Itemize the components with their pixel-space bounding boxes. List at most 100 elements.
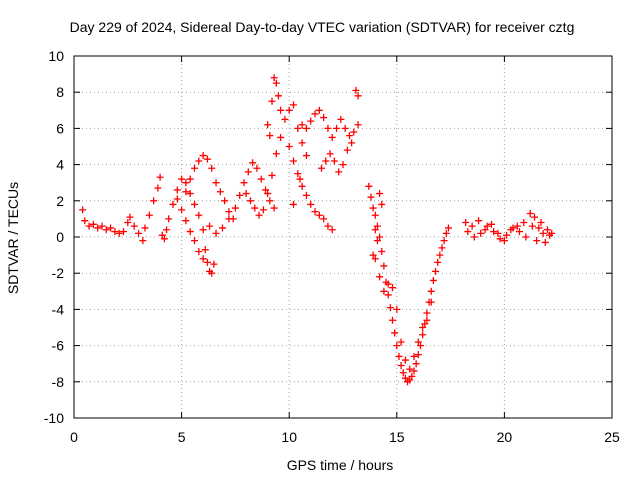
- data-point: [513, 222, 521, 230]
- data-point: [173, 195, 181, 203]
- data-point: [270, 74, 278, 82]
- data-point: [249, 159, 257, 167]
- data-point: [423, 316, 431, 324]
- data-point: [322, 157, 330, 165]
- data-point: [320, 114, 328, 122]
- data-point: [376, 190, 384, 198]
- data-point: [371, 211, 379, 219]
- data-point: [337, 115, 345, 123]
- data-point: [378, 247, 386, 255]
- data-point: [85, 222, 93, 230]
- data-point: [352, 86, 360, 94]
- data-point: [406, 365, 414, 373]
- data-point: [244, 168, 252, 176]
- data-point: [191, 200, 199, 208]
- data-point: [199, 255, 207, 263]
- data-point: [500, 237, 508, 245]
- data-point: [328, 226, 336, 234]
- data-point: [503, 231, 511, 239]
- data-point: [186, 228, 194, 236]
- data-point: [531, 213, 539, 221]
- data-point: [225, 215, 233, 223]
- data-point: [317, 164, 325, 172]
- x-tick-label: 10: [281, 429, 297, 445]
- data-point: [160, 235, 168, 243]
- x-tick-label: 5: [178, 429, 186, 445]
- data-point: [210, 260, 218, 268]
- data-point: [367, 193, 375, 201]
- x-tick-label: 25: [604, 429, 620, 445]
- data-point: [414, 338, 422, 346]
- data-point: [384, 291, 392, 299]
- data-point: [412, 360, 420, 368]
- data-point: [419, 324, 427, 331]
- y-tick-label: -6: [52, 338, 65, 354]
- data-point: [442, 229, 450, 237]
- data-point: [206, 222, 214, 230]
- data-point: [373, 222, 381, 230]
- data-point: [528, 222, 536, 230]
- data-point: [515, 228, 523, 236]
- data-point: [298, 121, 306, 129]
- data-point: [354, 121, 362, 129]
- data-point: [533, 237, 541, 245]
- data-point: [483, 222, 491, 230]
- data-point: [494, 229, 502, 237]
- data-point: [535, 224, 543, 232]
- y-tick-label: -8: [52, 374, 65, 390]
- data-point: [285, 143, 293, 150]
- data-point: [470, 233, 478, 241]
- data-point: [333, 124, 341, 132]
- data-point: [290, 101, 298, 109]
- data-point: [195, 157, 203, 165]
- data-point: [203, 258, 211, 266]
- data-point: [490, 228, 498, 236]
- x-tick-label: 20: [497, 429, 513, 445]
- data-point: [410, 352, 418, 360]
- y-tick-label: 4: [56, 157, 64, 173]
- data-point: [165, 215, 173, 223]
- data-point: [290, 157, 298, 165]
- data-point: [298, 139, 306, 147]
- data-point: [487, 220, 495, 228]
- data-point: [464, 228, 472, 236]
- chart-title: Day 229 of 2024, Sidereal Day-to-day VTE…: [70, 19, 575, 35]
- data-point: [191, 237, 199, 245]
- data-point: [326, 150, 334, 158]
- data-point: [264, 121, 272, 129]
- data-point: [124, 219, 132, 227]
- data-point: [255, 211, 263, 219]
- data-point: [182, 188, 190, 196]
- data-point: [107, 224, 115, 232]
- data-point: [438, 244, 446, 252]
- data-point: [526, 209, 534, 217]
- data-point: [393, 342, 401, 350]
- data-point: [240, 179, 248, 187]
- data-point: [298, 182, 306, 190]
- data-point: [423, 309, 431, 317]
- data-point: [195, 247, 203, 255]
- data-point: [236, 191, 244, 199]
- data-point: [434, 258, 442, 266]
- data-point: [208, 164, 216, 172]
- data-point: [98, 222, 106, 230]
- data-point: [315, 106, 323, 114]
- data-point: [231, 204, 239, 212]
- y-tick-label: -10: [44, 410, 64, 426]
- x-axis-label: GPS time / hours: [287, 457, 394, 473]
- data-point: [378, 200, 386, 208]
- data-point: [145, 211, 153, 219]
- data-point: [264, 190, 272, 198]
- y-axis-label: SDTVAR / TECUs: [5, 182, 21, 294]
- data-point: [274, 92, 282, 100]
- data-point: [520, 219, 528, 227]
- data-point: [444, 224, 452, 232]
- data-point: [427, 287, 435, 295]
- data-point: [242, 190, 250, 198]
- data-point: [401, 374, 409, 382]
- data-point: [335, 168, 343, 176]
- data-point: [212, 179, 220, 187]
- data-point: [307, 117, 315, 125]
- data-point: [475, 217, 483, 225]
